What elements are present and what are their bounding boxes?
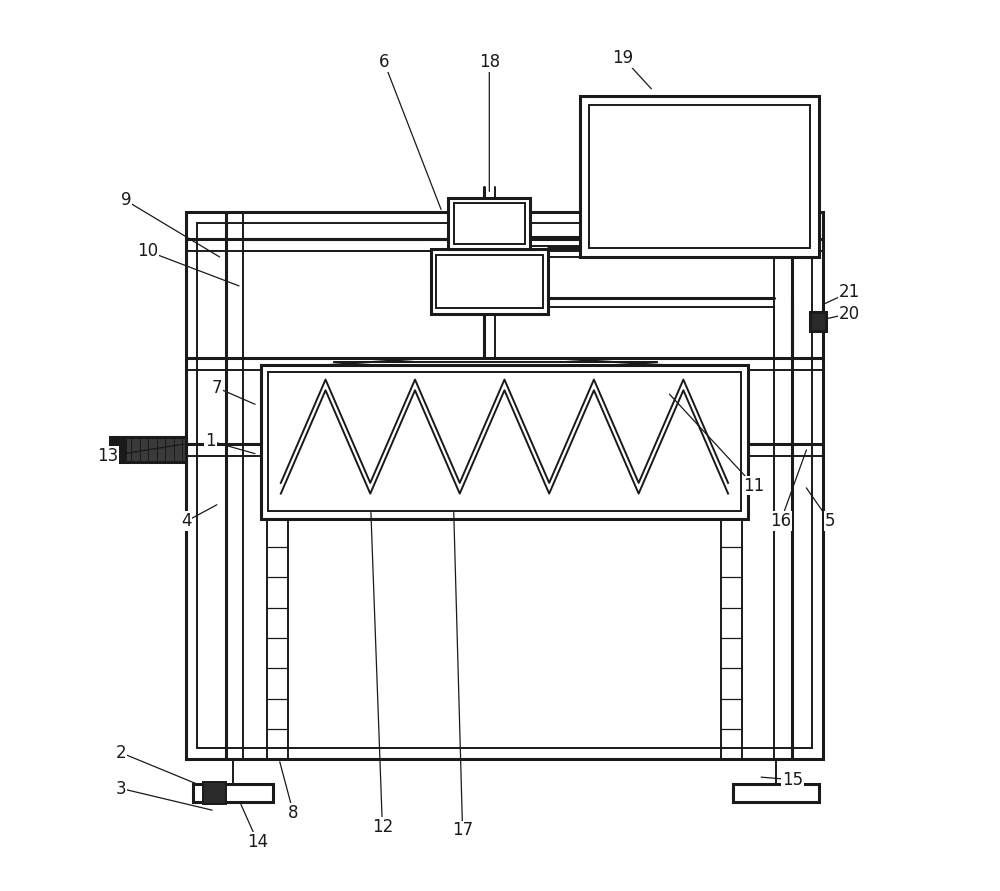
Text: 10: 10 xyxy=(137,242,159,260)
Text: 5: 5 xyxy=(824,512,835,530)
Bar xyxy=(193,784,273,802)
Text: 13: 13 xyxy=(97,447,119,465)
Text: 1: 1 xyxy=(205,432,216,450)
Text: 20: 20 xyxy=(839,305,860,323)
Text: 3: 3 xyxy=(116,780,127,797)
Text: 17: 17 xyxy=(452,822,473,839)
Text: 19: 19 xyxy=(612,49,634,67)
Text: 8: 8 xyxy=(288,804,299,822)
Text: 11: 11 xyxy=(743,477,765,495)
Bar xyxy=(810,312,826,331)
Bar xyxy=(261,365,748,519)
Bar xyxy=(448,198,530,249)
Bar xyxy=(110,438,126,460)
Text: 12: 12 xyxy=(372,818,393,836)
Text: 4: 4 xyxy=(181,512,192,530)
Bar xyxy=(580,96,819,257)
Text: 16: 16 xyxy=(770,512,791,530)
Bar xyxy=(110,437,186,462)
Bar xyxy=(436,255,543,308)
Bar xyxy=(733,784,819,802)
Text: 18: 18 xyxy=(479,53,500,71)
Bar xyxy=(589,105,810,248)
Text: 6: 6 xyxy=(379,53,389,71)
Bar xyxy=(203,782,226,804)
Bar xyxy=(197,223,812,748)
Text: 9: 9 xyxy=(121,192,131,209)
Bar xyxy=(431,249,548,314)
Bar xyxy=(454,203,525,244)
Text: 7: 7 xyxy=(211,379,222,396)
Bar xyxy=(186,212,823,759)
Text: 2: 2 xyxy=(116,744,127,762)
Text: 14: 14 xyxy=(247,833,268,851)
Text: 15: 15 xyxy=(782,771,803,789)
Bar xyxy=(268,372,741,511)
Text: 21: 21 xyxy=(839,283,860,301)
